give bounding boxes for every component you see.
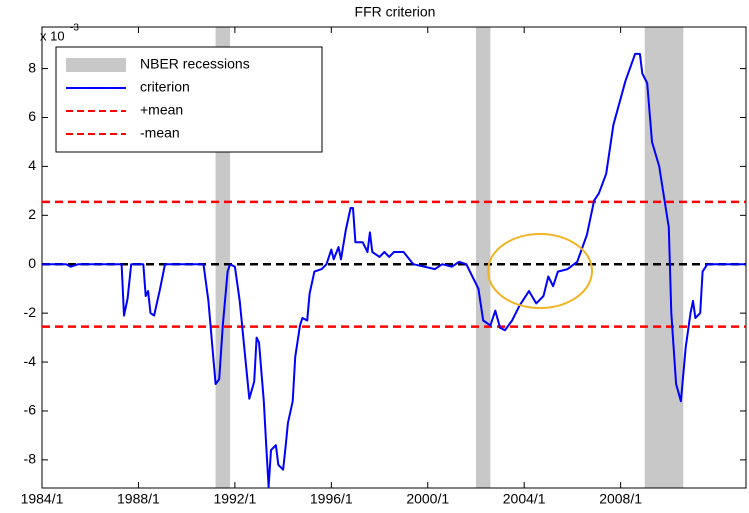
- y-tick-label: 4: [28, 157, 36, 173]
- x-tick-label: 1992/1: [213, 491, 256, 507]
- recession-band: [475, 27, 491, 488]
- axes-box: [41, 26, 747, 489]
- legend-label: +mean: [140, 102, 183, 118]
- x-tick-label: 2000/1: [406, 491, 449, 507]
- legend-swatch: [66, 58, 126, 72]
- chart-title: FFR criterion: [355, 4, 436, 20]
- x-tick-label: 2008/1: [599, 491, 642, 507]
- y-tick-label: -6: [24, 402, 37, 418]
- legend-label: NBER recessions: [140, 56, 250, 72]
- y-multiplier-exponent: -3: [70, 23, 79, 34]
- y-tick-label: -4: [24, 353, 37, 369]
- legend: NBER recessions criterion +mean -mean: [55, 46, 323, 153]
- x-tick-label: 1988/1: [117, 491, 160, 507]
- recession-band: [644, 27, 684, 488]
- y-tick-label: 8: [28, 59, 36, 75]
- legend-label: -mean: [140, 125, 180, 141]
- y-tick-label: 6: [28, 108, 36, 124]
- legend-label: criterion: [140, 79, 190, 95]
- y-tick-label: 2: [28, 206, 36, 222]
- plot-area: [41, 26, 747, 489]
- x-tick-label: 1984/1: [21, 491, 64, 507]
- y-tick-label: -8: [24, 451, 37, 467]
- y-tick-label: -2: [24, 304, 37, 320]
- series-line: [42, 52, 746, 488]
- x-tick-label: 2004/1: [503, 491, 546, 507]
- y-tick-label: 0: [28, 255, 36, 271]
- y-multiplier: x 10: [40, 28, 65, 43]
- annotation-circle: [487, 233, 593, 309]
- x-tick-label: 1996/1: [310, 491, 353, 507]
